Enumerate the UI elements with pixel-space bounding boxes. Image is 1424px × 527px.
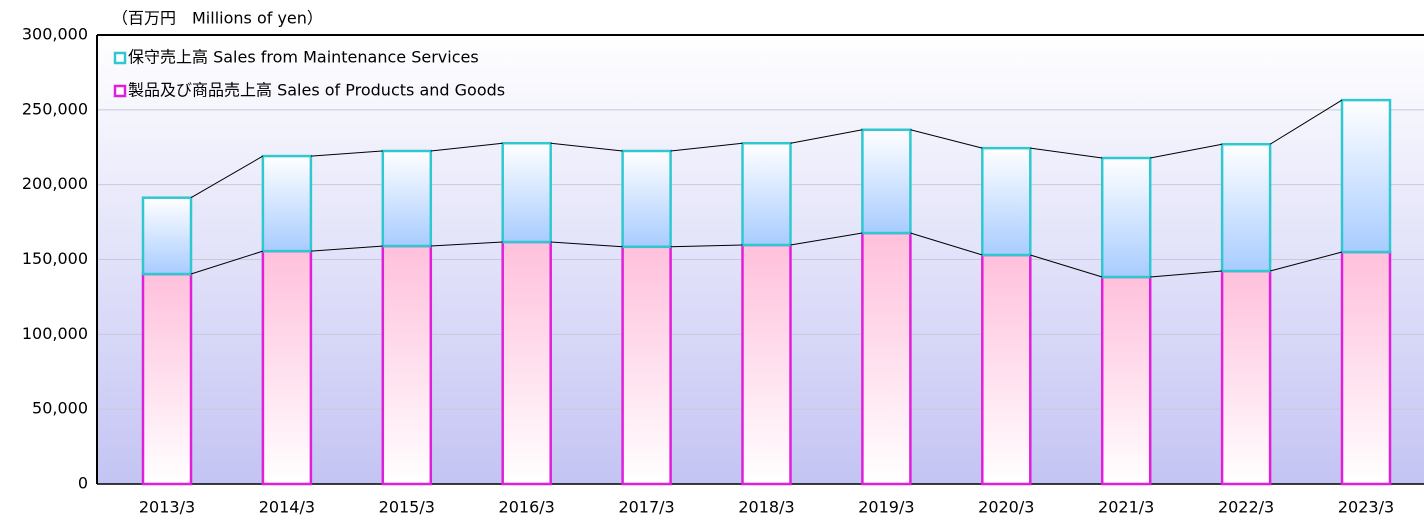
x-tick-label: 2022/3 [1218,498,1274,517]
bar [621,149,672,249]
bar [1340,98,1392,254]
y-tick-label: 100,000 [22,324,88,343]
series-line [190,99,1343,199]
y-tick-label: 0 [78,474,88,493]
legend-label: 保守売上高 Sales from Maintenance Services [128,48,479,67]
bar [381,149,433,248]
x-tick-label: 2021/3 [1098,498,1154,517]
bar [381,244,433,486]
bar [1220,269,1272,486]
x-tick-label: 2015/3 [379,498,435,517]
legend-swatch [113,51,127,65]
legend-label: 製品及び商品売上高 Sales of Products and Goods [128,81,505,100]
bar [501,141,552,244]
y-tick-label: 50,000 [32,399,88,418]
bar [261,154,313,253]
bar [1100,156,1152,279]
x-tick-label: 2023/3 [1338,498,1394,517]
bar [1100,275,1152,486]
y-tick-label: 200,000 [22,174,88,193]
x-tick-label: 2019/3 [858,498,914,517]
x-tick-label: 2017/3 [618,498,674,517]
bar [501,240,552,486]
bar [981,146,1032,257]
x-tick-label: 2016/3 [499,498,555,517]
bar [861,231,912,486]
y-tick-label: 300,000 [22,25,88,44]
bar [741,141,792,247]
bar [741,243,792,486]
x-tick-label: 2013/3 [139,498,195,517]
y-axis-label: （百万円 Millions of yen） [112,9,323,28]
x-tick-label: 2020/3 [978,498,1034,517]
bar [621,245,672,486]
series-line [190,232,1343,278]
bar [141,196,193,276]
bar [1220,143,1272,273]
bar [141,272,193,486]
y-tick-label: 250,000 [22,99,88,118]
legend-swatch [113,84,127,98]
bar [981,253,1032,486]
x-tick-label: 2014/3 [259,498,315,517]
y-tick-label: 150,000 [22,249,88,268]
bar [1340,250,1392,486]
bar [861,128,912,235]
bar [261,249,313,486]
x-tick-label: 2018/3 [738,498,794,517]
